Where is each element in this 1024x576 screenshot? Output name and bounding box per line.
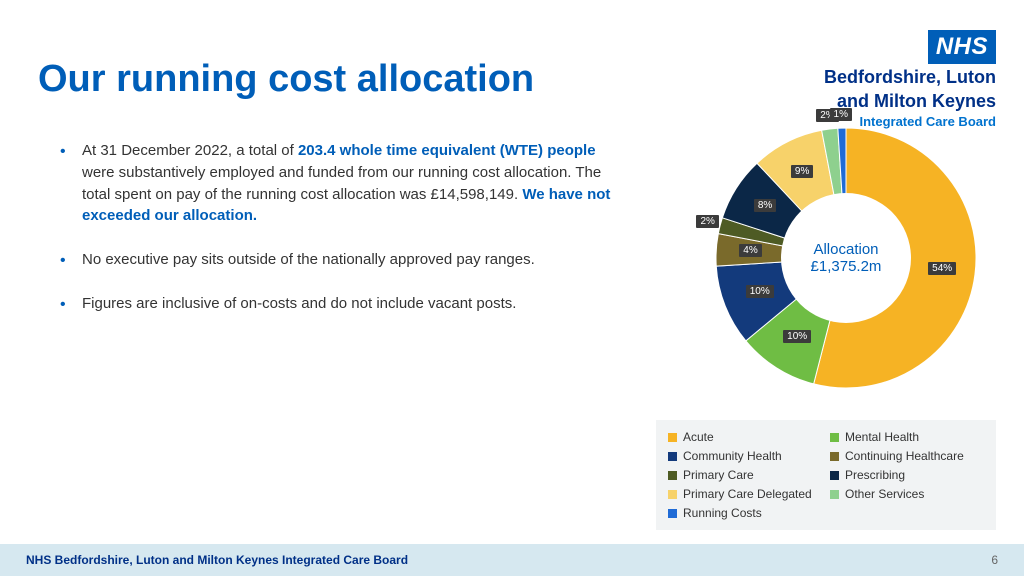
legend-swatch [668, 490, 677, 499]
legend-item: Community Health [668, 449, 822, 463]
legend-item: Mental Health [830, 430, 984, 444]
legend-item: Other Services [830, 487, 984, 501]
nhs-badge: NHS [928, 30, 996, 64]
bullet-text: Figures are inclusive of on-costs and do… [82, 295, 516, 312]
legend-label: Continuing Healthcare [845, 449, 964, 463]
legend-swatch [668, 471, 677, 480]
legend-swatch [830, 452, 839, 461]
legend-label: Community Health [683, 449, 782, 463]
legend-swatch [830, 490, 839, 499]
donut-center-label: Allocation [813, 241, 878, 258]
legend-item: Continuing Healthcare [830, 449, 984, 463]
donut-chart-canvas: Allocation £1,375.2m 54%10%10%4%2%8%9%2%… [706, 118, 986, 398]
legend-label: Primary Care Delegated [683, 487, 812, 501]
slice-label: 10% [783, 330, 811, 343]
legend-item: Primary Care [668, 468, 822, 482]
legend-label: Running Costs [683, 506, 762, 520]
legend-swatch [830, 471, 839, 480]
slice-label: 1% [830, 108, 852, 121]
legend-label: Other Services [845, 487, 924, 501]
legend-item: Acute [668, 430, 822, 444]
bullet-item: At 31 December 2022, a total of 203.4 wh… [60, 140, 620, 227]
donut-center: Allocation £1,375.2m [781, 193, 911, 323]
slice-label: 10% [746, 285, 774, 298]
org-name-line1: Bedfordshire, Luton [824, 68, 996, 88]
bullet-list: At 31 December 2022, a total of 203.4 wh… [60, 140, 620, 337]
legend-label: Acute [683, 430, 714, 444]
bullet-item: Figures are inclusive of on-costs and do… [60, 293, 620, 315]
legend-label: Primary Care [683, 468, 754, 482]
slice-label: 8% [754, 199, 776, 212]
slice-label: 54% [928, 262, 956, 275]
donut-center-value: £1,375.2m [811, 258, 882, 275]
slice-label: 9% [791, 165, 813, 178]
bullet-text: At 31 December 2022, a total of [82, 142, 298, 159]
legend-item: Prescribing [830, 468, 984, 482]
slide: { "logo": { "badge": "NHS", "org_line1":… [0, 0, 1024, 576]
bullet-item: No executive pay sits outside of the nat… [60, 249, 620, 271]
slice-label: 4% [739, 244, 761, 257]
legend-swatch [830, 433, 839, 442]
legend-item: Running Costs [668, 506, 822, 520]
bullet-emphasis: 203.4 whole time equivalent (WTE) people [298, 142, 596, 159]
footer-text: NHS Bedfordshire, Luton and Milton Keyne… [26, 553, 408, 567]
legend-swatch [668, 452, 677, 461]
chart-legend: Acute Mental Health Community Health Contin… [656, 420, 996, 530]
legend-swatch [668, 433, 677, 442]
legend-label: Prescribing [845, 468, 905, 482]
legend-swatch [668, 509, 677, 518]
legend-item: Primary Care Delegated [668, 487, 822, 501]
slide-footer: NHS Bedfordshire, Luton and Milton Keyne… [0, 544, 1024, 576]
page-title: Our running cost allocation [38, 58, 534, 101]
legend-label: Mental Health [845, 430, 919, 444]
donut-chart: Allocation £1,375.2m 54%10%10%4%2%8%9%2%… [696, 118, 996, 418]
slice-label: 2% [696, 215, 718, 228]
bullet-text: No executive pay sits outside of the nat… [82, 251, 535, 268]
page-number: 6 [991, 553, 998, 567]
